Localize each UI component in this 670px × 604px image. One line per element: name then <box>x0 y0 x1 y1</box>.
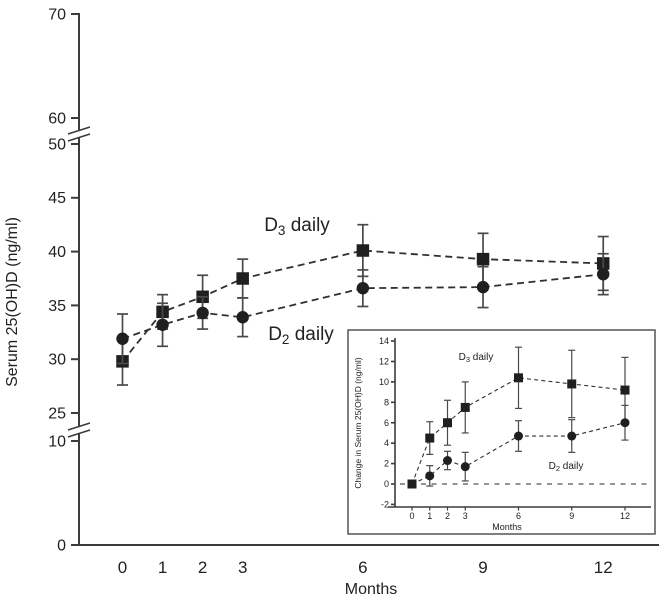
data-point-d2-m1 <box>156 318 169 331</box>
y-tick-label: 12 <box>379 357 389 367</box>
axis-break-icon <box>67 133 91 142</box>
y-tick-label: 6 <box>384 418 389 428</box>
y-tick-label: 10 <box>48 433 66 450</box>
x-tick-label: 3 <box>238 558 247 577</box>
x-tick-label: 6 <box>516 511 521 521</box>
axis-break-icon <box>67 126 91 135</box>
series-label-d2: D2 daily <box>268 324 334 347</box>
x-tick-label: 12 <box>620 511 630 521</box>
data-point-d2-m3 <box>460 462 470 472</box>
x-axis-title: Months <box>345 581 397 598</box>
y-tick-label: 0 <box>384 479 389 489</box>
series-label-d3: D3 daily <box>459 352 494 364</box>
data-point-d3-m6 <box>514 373 523 383</box>
y-tick-label: 14 <box>379 336 389 346</box>
x-axis-title: Months <box>492 522 522 532</box>
x-tick-label: 1 <box>427 511 432 521</box>
y-tick-label: 45 <box>48 190 66 207</box>
x-tick-label: 12 <box>594 558 613 577</box>
y-tick-label: -2 <box>381 499 389 509</box>
data-point-d3-m1 <box>425 433 435 443</box>
y-tick-label: 30 <box>48 352 66 369</box>
axis-break-mask <box>68 127 90 141</box>
y-axis-title: Change in Serum 25(OH)D (ng/ml) <box>353 357 363 488</box>
data-point-d2-m12 <box>597 267 610 281</box>
y-tick-label: 40 <box>48 244 66 261</box>
data-point-d2-m9 <box>476 280 490 294</box>
data-point-d2-m0 <box>407 479 417 489</box>
y-tick-label: 8 <box>384 397 389 407</box>
data-point-d2-m1 <box>425 471 435 481</box>
y-tick-label: 25 <box>48 405 66 422</box>
data-point-d2-m0 <box>116 332 129 345</box>
y-tick-label: 60 <box>48 110 66 127</box>
x-tick-label: 2 <box>198 558 207 577</box>
y-tick-label: 4 <box>384 438 389 448</box>
data-point-d2-m2 <box>196 306 209 320</box>
axis-break-mask <box>68 423 90 437</box>
data-point-d3-m9 <box>567 379 577 389</box>
data-point-d3-m12 <box>620 385 630 395</box>
axis-break-icon <box>67 422 91 431</box>
x-tick-label: 0 <box>409 511 414 521</box>
data-point-d2-m9 <box>567 431 577 441</box>
y-tick-label: 10 <box>379 377 389 387</box>
x-tick-label: 3 <box>463 511 468 521</box>
x-tick-label: 1 <box>158 558 167 577</box>
x-tick-label: 9 <box>478 558 487 577</box>
data-point-d2-m12 <box>620 418 630 428</box>
data-point-d2-m3 <box>236 311 249 324</box>
data-point-d3-m3 <box>460 402 470 412</box>
data-point-d2-m2 <box>443 456 452 466</box>
data-point-d3-m6 <box>356 244 370 257</box>
series-label-d2: D2 daily <box>549 461 584 473</box>
inset-frame <box>347 329 656 535</box>
axis-break-icon <box>67 429 91 438</box>
x-tick-label: 0 <box>118 558 127 577</box>
x-tick-label: 2 <box>445 511 450 521</box>
series-label-d3: D3 daily <box>264 215 330 238</box>
x-tick-label: 9 <box>569 511 574 521</box>
y-axis-title: Serum 25(OH)D (ng/ml) <box>4 217 21 387</box>
x-tick-label: 6 <box>358 558 367 577</box>
data-point-d2-m6 <box>356 281 370 295</box>
y-tick-label: 0 <box>57 537 66 554</box>
y-tick-label: 2 <box>384 459 389 469</box>
y-tick-label: 50 <box>48 136 66 153</box>
data-point-d3-m3 <box>236 272 249 285</box>
y-tick-label: 70 <box>48 6 66 23</box>
data-point-d3-m2 <box>443 418 452 428</box>
data-point-d2-m6 <box>514 431 523 441</box>
y-tick-label: 35 <box>48 298 66 315</box>
data-point-d3-m9 <box>476 252 490 266</box>
